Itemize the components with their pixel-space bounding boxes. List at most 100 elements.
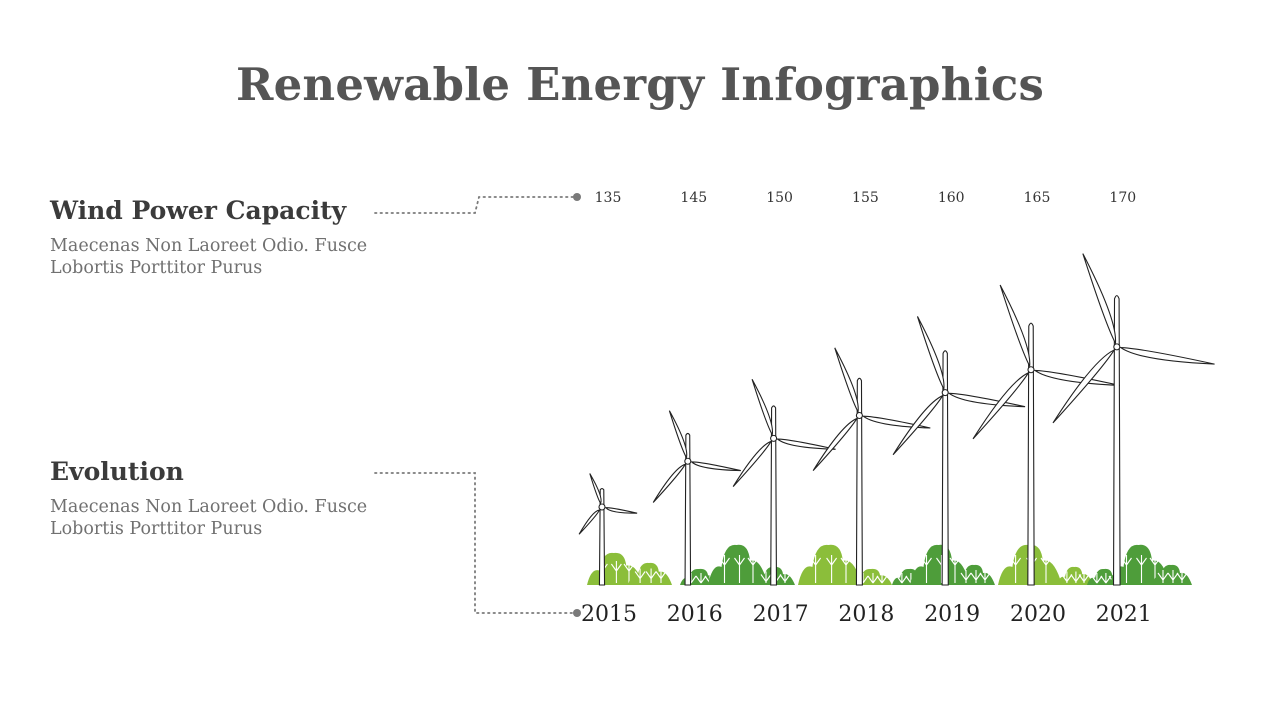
year-label-2019: 2019 bbox=[924, 602, 980, 627]
turbine-blade bbox=[892, 394, 944, 456]
turbine-blade bbox=[668, 410, 688, 459]
bush-sprig bbox=[1121, 555, 1132, 583]
bush-sprig bbox=[949, 555, 961, 583]
bush-sprig bbox=[826, 555, 838, 583]
turbine-blade bbox=[732, 440, 773, 487]
year-label-2015: 2015 bbox=[581, 602, 637, 627]
bush-sprig bbox=[1157, 570, 1169, 583]
bush-sprig bbox=[719, 555, 730, 583]
turbine-tower bbox=[941, 350, 949, 586]
turbine-blade bbox=[578, 509, 601, 535]
bush-sprig bbox=[960, 570, 972, 583]
turbine-blade bbox=[604, 507, 638, 514]
bush-sprig bbox=[747, 555, 759, 583]
bush-sprig bbox=[634, 568, 646, 583]
bush-sprig bbox=[840, 555, 852, 583]
year-label-2017: 2017 bbox=[753, 602, 809, 627]
evolution-connector-dot bbox=[573, 609, 581, 617]
wind-turbine-2015 bbox=[578, 473, 638, 586]
wind-power-heading: Wind Power Capacity bbox=[50, 196, 347, 225]
year-label-2020: 2020 bbox=[1010, 602, 1066, 627]
year-label-2016: 2016 bbox=[667, 602, 723, 627]
evolution-description: Maecenas Non Laoreet Odio. Fusce Loborti… bbox=[50, 497, 368, 539]
turbine-hub bbox=[941, 389, 949, 397]
wind-turbine-2019 bbox=[892, 316, 1026, 586]
wind-turbine-2021 bbox=[1052, 253, 1215, 586]
turbine-hub bbox=[684, 457, 692, 465]
year-labels: 2015 2016 2017 2018 2019 2020 2021 bbox=[581, 602, 1152, 627]
turbine-tower bbox=[855, 377, 863, 586]
bush-sprig bbox=[1040, 555, 1052, 583]
turbine-tower bbox=[1027, 322, 1035, 586]
turbine-hub bbox=[598, 503, 606, 511]
turbine-blade bbox=[972, 371, 1030, 440]
bush-sprig bbox=[610, 561, 622, 583]
wind-connector-line bbox=[374, 196, 576, 214]
bush-sprig bbox=[734, 555, 745, 583]
bush-sprig bbox=[1010, 555, 1022, 583]
turbine-blade bbox=[1082, 253, 1117, 346]
turbine-blade bbox=[751, 378, 774, 437]
wind-turbine-2017 bbox=[732, 378, 836, 586]
bush-sprig bbox=[810, 555, 822, 583]
turbine-blade bbox=[834, 347, 859, 414]
bush-row bbox=[587, 544, 1192, 585]
bush-sprig bbox=[655, 568, 667, 583]
bush bbox=[628, 562, 672, 585]
bush-sprig bbox=[645, 568, 657, 583]
bush-sprig bbox=[1078, 571, 1090, 583]
bush bbox=[1110, 544, 1170, 585]
turbine-tower bbox=[598, 488, 606, 586]
wind-turbine-2020 bbox=[972, 284, 1120, 586]
turbine-blade bbox=[1118, 346, 1215, 365]
bush-sprig bbox=[1136, 555, 1147, 583]
turbine-hub bbox=[770, 434, 778, 442]
turbine-hub bbox=[1113, 343, 1121, 351]
wind-power-block: Wind Power Capacity Maecenas Non Laoreet… bbox=[50, 196, 380, 279]
bush-sprig bbox=[876, 573, 888, 584]
turbine-blade bbox=[947, 392, 1026, 408]
bush-sprig bbox=[979, 570, 991, 583]
turbine-blade bbox=[1033, 369, 1120, 386]
wind-turbine-2016 bbox=[652, 410, 741, 586]
year-label-2021: 2021 bbox=[1096, 602, 1152, 627]
turbine-blade bbox=[999, 284, 1031, 368]
value-label-2021: 170 bbox=[1109, 190, 1136, 206]
value-label-2017: 150 bbox=[766, 190, 793, 206]
value-label-2016: 145 bbox=[680, 190, 707, 206]
bush bbox=[910, 544, 970, 585]
bush bbox=[708, 544, 768, 585]
value-label-2015: 135 bbox=[595, 190, 622, 206]
bush-sprig bbox=[760, 571, 772, 583]
bush bbox=[955, 564, 995, 585]
wind-connector-dot bbox=[573, 193, 581, 201]
value-labels: 135 145 150 155 160 165 170 bbox=[595, 190, 1137, 206]
turbine-blade bbox=[1052, 348, 1116, 424]
value-label-2019: 160 bbox=[938, 190, 965, 206]
turbine-blade bbox=[916, 316, 945, 391]
bush-sprig bbox=[921, 555, 932, 583]
evolution-block: Evolution Maecenas Non Laoreet Odio. Fus… bbox=[50, 457, 380, 540]
bush bbox=[1057, 566, 1093, 585]
turbine-blade bbox=[589, 473, 602, 505]
turbine-blade bbox=[690, 461, 741, 472]
turbine-tower bbox=[1112, 295, 1121, 586]
evolution-connector-line bbox=[374, 472, 576, 614]
year-label-2018: 2018 bbox=[838, 602, 894, 627]
bush-sprig bbox=[623, 561, 635, 583]
value-label-2018: 155 bbox=[852, 190, 879, 206]
page-title: Renewable Energy Infographics bbox=[235, 58, 1045, 111]
wind-power-description: Maecenas Non Laoreet Odio. Fusce Loborti… bbox=[50, 236, 368, 278]
turbine-blade bbox=[652, 463, 687, 503]
turbine-tower bbox=[770, 405, 778, 586]
bush-sprig bbox=[1176, 570, 1188, 583]
bush bbox=[1152, 564, 1192, 585]
evolution-heading: Evolution bbox=[50, 457, 184, 486]
turbine-hub bbox=[855, 411, 863, 420]
bush-sprig bbox=[779, 571, 791, 583]
turbine-marks bbox=[578, 253, 1215, 586]
turbine-tower bbox=[684, 432, 692, 586]
turbine-hub bbox=[1027, 366, 1035, 374]
value-label-2020: 165 bbox=[1024, 190, 1051, 206]
